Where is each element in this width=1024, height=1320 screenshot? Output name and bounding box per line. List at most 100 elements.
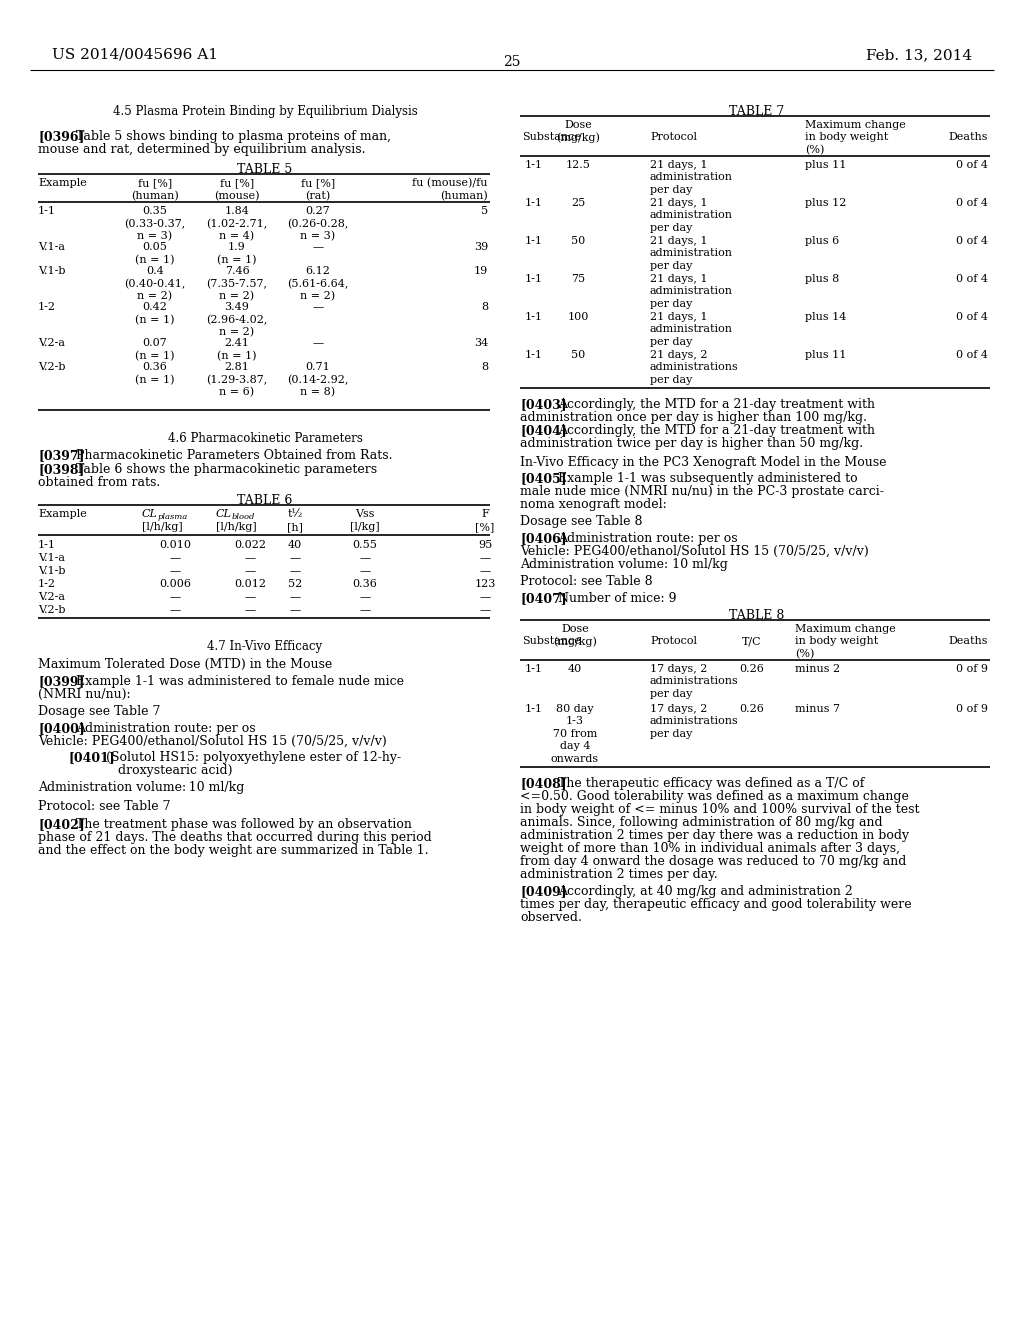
Text: 1-1: 1-1 — [38, 540, 56, 550]
Text: [0398]: [0398] — [38, 463, 84, 477]
Text: —: — — [245, 566, 256, 576]
Text: 0.71
(0.14-2.92,
n = 8): 0.71 (0.14-2.92, n = 8) — [288, 362, 349, 397]
Text: 75: 75 — [571, 275, 585, 284]
Text: Administration volume: 10 ml/kg: Administration volume: 10 ml/kg — [38, 781, 245, 795]
Text: fu [%]
(rat): fu [%] (rat) — [301, 178, 335, 201]
Text: 17 days, 2
administrations
per day: 17 days, 2 administrations per day — [650, 704, 738, 739]
Text: noma xenograft model:: noma xenograft model: — [520, 498, 667, 511]
Text: 1-1: 1-1 — [525, 198, 543, 209]
Text: [0402]: [0402] — [38, 818, 85, 832]
Text: droxystearic acid): droxystearic acid) — [118, 764, 232, 777]
Text: Administration route: per os: Administration route: per os — [558, 532, 737, 545]
Text: In-Vivo Efficacy in the PC3 Xenograft Model in the Mouse: In-Vivo Efficacy in the PC3 Xenograft Mo… — [520, 455, 887, 469]
Text: 4.7 In-Vivo Efficacy: 4.7 In-Vivo Efficacy — [208, 640, 323, 653]
Text: 21 days, 1
administration
per day: 21 days, 1 administration per day — [650, 312, 733, 347]
Text: —: — — [169, 605, 180, 615]
Text: [0406]: [0406] — [520, 532, 566, 545]
Text: plus 14: plus 14 — [805, 312, 847, 322]
Text: TABLE 5: TABLE 5 — [238, 162, 293, 176]
Text: Protocol: Protocol — [650, 636, 697, 645]
Text: plus 8: plus 8 — [805, 275, 840, 284]
Text: 0.36: 0.36 — [352, 579, 378, 589]
Text: Table 5 shows binding to plasma proteins of man,: Table 5 shows binding to plasma proteins… — [76, 129, 391, 143]
Text: minus 7: minus 7 — [795, 704, 840, 714]
Text: 1.9
(n = 1): 1.9 (n = 1) — [217, 242, 257, 265]
Text: administration once per day is higher than 100 mg/kg.: administration once per day is higher th… — [520, 411, 867, 424]
Text: Number of mice: 9: Number of mice: 9 — [558, 591, 677, 605]
Text: —: — — [479, 566, 490, 576]
Text: 1-2: 1-2 — [38, 302, 56, 312]
Text: Vehicle: PEG400/ethanol/Solutol HS 15 (70/5/25, v/v/v): Vehicle: PEG400/ethanol/Solutol HS 15 (7… — [38, 735, 387, 748]
Text: times per day, therapeutic efficacy and good tolerability were: times per day, therapeutic efficacy and … — [520, 898, 911, 911]
Text: —: — — [312, 242, 324, 252]
Text: [h]: [h] — [287, 521, 303, 532]
Text: Accordingly, the MTD for a 21-day treatment with: Accordingly, the MTD for a 21-day treatm… — [558, 424, 874, 437]
Text: —: — — [479, 553, 490, 564]
Text: Dosage see Table 7: Dosage see Table 7 — [38, 705, 161, 718]
Text: 0.55: 0.55 — [352, 540, 378, 550]
Text: Administration volume: 10 ml/kg: Administration volume: 10 ml/kg — [520, 558, 728, 572]
Text: [0400]: [0400] — [38, 722, 85, 735]
Text: —: — — [169, 591, 180, 602]
Text: TABLE 8: TABLE 8 — [729, 609, 784, 622]
Text: 21 days, 1
administration
per day: 21 days, 1 administration per day — [650, 275, 733, 309]
Text: 0.26: 0.26 — [739, 704, 765, 714]
Text: 0.4
(0.40-0.41,
n = 2): 0.4 (0.40-0.41, n = 2) — [124, 267, 185, 302]
Text: —: — — [290, 553, 301, 564]
Text: plus 11: plus 11 — [805, 350, 847, 360]
Text: 1-1: 1-1 — [525, 236, 543, 246]
Text: 0.07
(n = 1): 0.07 (n = 1) — [135, 338, 175, 360]
Text: Maximum change
in body weight
(%): Maximum change in body weight (%) — [795, 624, 896, 659]
Text: 100: 100 — [567, 312, 589, 322]
Text: 123: 123 — [474, 579, 496, 589]
Text: —: — — [479, 605, 490, 615]
Text: Dose
(mg/kg): Dose (mg/kg) — [556, 120, 600, 143]
Text: Accordingly, at 40 mg/kg and administration 2: Accordingly, at 40 mg/kg and administrat… — [558, 884, 853, 898]
Text: 0 of 4: 0 of 4 — [956, 312, 988, 322]
Text: [0404]: [0404] — [520, 424, 566, 437]
Text: Deaths: Deaths — [948, 132, 988, 143]
Text: [l/h/kg]: [l/h/kg] — [216, 521, 257, 532]
Text: —: — — [290, 591, 301, 602]
Text: —: — — [312, 338, 324, 348]
Text: TABLE 6: TABLE 6 — [238, 494, 293, 507]
Text: [0401]: [0401] — [68, 751, 115, 764]
Text: V.1-b: V.1-b — [38, 267, 66, 276]
Text: —: — — [169, 553, 180, 564]
Text: Vss: Vss — [355, 510, 375, 519]
Text: Example 1-1 was subsequently administered to: Example 1-1 was subsequently administere… — [558, 473, 858, 484]
Text: 0 of 9: 0 of 9 — [956, 664, 988, 675]
Text: —: — — [245, 591, 256, 602]
Text: Protocol: Protocol — [650, 132, 697, 143]
Text: minus 2: minus 2 — [795, 664, 840, 675]
Text: 25: 25 — [503, 55, 521, 69]
Text: [0408]: [0408] — [520, 777, 566, 789]
Text: [%]: [%] — [475, 521, 495, 532]
Text: 1.84
(1.02-2.71,
n = 4): 1.84 (1.02-2.71, n = 4) — [207, 206, 267, 242]
Text: V.2-a: V.2-a — [38, 338, 65, 348]
Text: —: — — [359, 591, 371, 602]
Text: <=0.50. Good tolerability was defined as a maximum change: <=0.50. Good tolerability was defined as… — [520, 789, 909, 803]
Text: 21 days, 1
administration
per day: 21 days, 1 administration per day — [650, 236, 733, 271]
Text: fu [%]
(mouse): fu [%] (mouse) — [214, 178, 260, 201]
Text: V.1-b: V.1-b — [38, 566, 66, 576]
Text: in body weight of <= minus 10% and 100% survival of the test: in body weight of <= minus 10% and 100% … — [520, 803, 920, 816]
Text: 2.41
(n = 1): 2.41 (n = 1) — [217, 338, 257, 360]
Text: [0403]: [0403] — [520, 399, 566, 411]
Text: Protocol: see Table 8: Protocol: see Table 8 — [520, 576, 652, 587]
Text: V.2-b: V.2-b — [38, 605, 66, 615]
Text: 8: 8 — [481, 302, 488, 312]
Text: fu [%]
(human): fu [%] (human) — [131, 178, 179, 201]
Text: V.2-a: V.2-a — [38, 591, 65, 602]
Text: Dosage see Table 8: Dosage see Table 8 — [520, 515, 642, 528]
Text: T/C: T/C — [742, 636, 762, 645]
Text: 39: 39 — [474, 242, 488, 252]
Text: 40: 40 — [568, 664, 582, 675]
Text: 4.5 Plasma Protein Binding by Equilibrium Dialysis: 4.5 Plasma Protein Binding by Equilibriu… — [113, 106, 418, 117]
Text: 0.05
(n = 1): 0.05 (n = 1) — [135, 242, 175, 265]
Text: 8: 8 — [481, 362, 488, 372]
Text: [0407]: [0407] — [520, 591, 566, 605]
Text: Example: Example — [38, 510, 87, 519]
Text: 7.46
(7.35-7.57,
n = 2): 7.46 (7.35-7.57, n = 2) — [207, 267, 267, 302]
Text: 12.5: 12.5 — [565, 160, 591, 170]
